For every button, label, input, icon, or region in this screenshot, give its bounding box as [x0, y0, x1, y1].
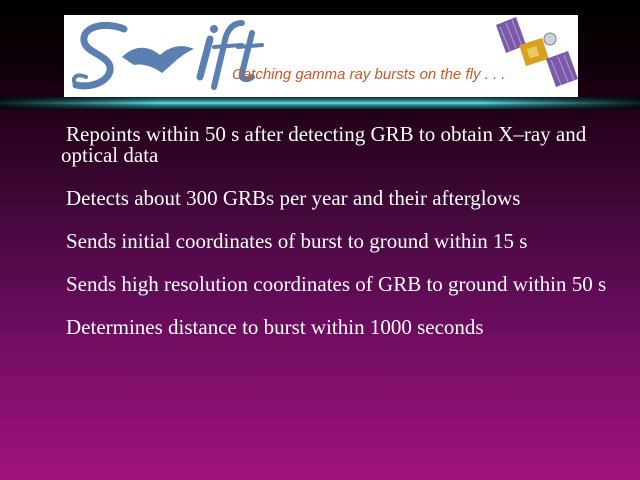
bullet-list: Repoints within 50 s after detecting GRB…: [61, 124, 631, 360]
swift-s-swoosh: [72, 22, 128, 90]
swift-logo-graphic: Catching gamma ray bursts on the fly . .…: [71, 17, 578, 90]
bullet-text: Sends high resolution coordinates of GRB…: [66, 272, 607, 296]
bullet-item: Detects about 300 GRBs per year and thei…: [61, 188, 631, 209]
bullet-item: Sends initial coordinates of burst to gr…: [61, 231, 631, 252]
bullet-text: Repoints within 50 s after detecting GRB…: [61, 122, 587, 167]
bullet-item: Determines distance to burst within 1000…: [61, 317, 631, 338]
bullet-text: Detects about 300 GRBs per year and thei…: [66, 186, 521, 210]
swift-bird-icon: [122, 46, 194, 73]
divider-stripe-fade: [0, 97, 640, 109]
banner-tagline: Catching gamma ray bursts on the fly . .…: [232, 66, 505, 83]
bullet-text: Determines distance to burst within 1000…: [66, 315, 484, 339]
bullet-text: Sends initial coordinates of burst to gr…: [66, 229, 528, 253]
swift-banner: Catching gamma ray bursts on the fly . .…: [64, 15, 578, 98]
satellite-icon: [496, 17, 578, 87]
bullet-item: Sends high resolution coordinates of GRB…: [61, 274, 631, 295]
bullet-item: Repoints within 50 s after detecting GRB…: [61, 124, 631, 166]
